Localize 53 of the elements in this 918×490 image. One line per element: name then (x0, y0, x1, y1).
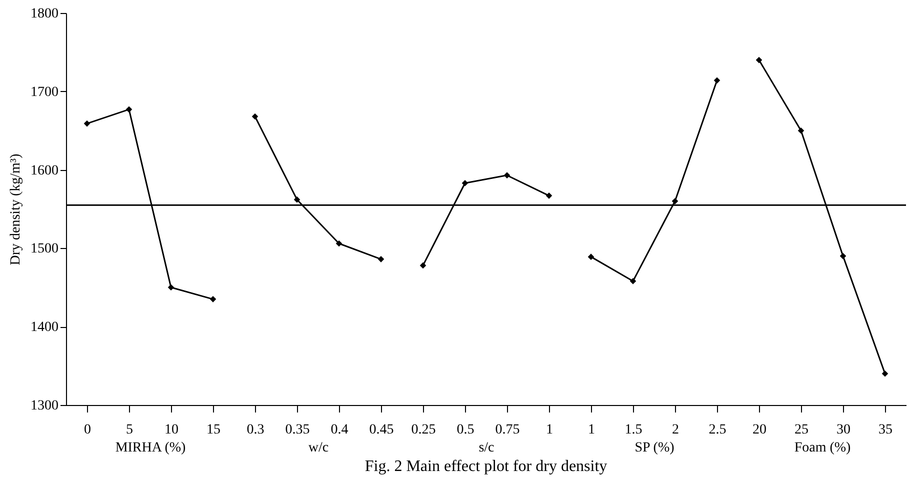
y-tick-label: 1600 (30, 163, 58, 178)
x-axis-title: SP (%) (634, 440, 675, 456)
point (840, 252, 846, 260)
y-tick-label: 1500 (30, 242, 58, 257)
text: Fig. 2 Main effect plot for dry density (364, 458, 608, 475)
y-tick-label: 1400 (30, 320, 58, 336)
y-tick-label: 1800 (30, 6, 58, 22)
x-tick-label: 35 (878, 422, 892, 438)
point (588, 254, 594, 260)
x-tick-label: 0.4 (330, 422, 348, 438)
x-tick-label: 5 (126, 422, 133, 438)
x-tick-label: 0.45 (369, 422, 394, 438)
x-axis-title: Foam (%) (794, 440, 852, 456)
point (84, 120, 90, 127)
point (504, 172, 510, 178)
x-tick-label: 10 (164, 422, 178, 438)
x-tick-label: 0.3 (246, 422, 264, 438)
point (210, 296, 216, 302)
x-tick-label: 0 (84, 422, 91, 438)
x-axis-title: MIRHA (%) (115, 440, 186, 456)
x-axis-title: s/c (478, 440, 494, 456)
point (714, 77, 720, 84)
x-tick-label: 1.5 (624, 422, 642, 438)
y-tick-label: 1700 (30, 84, 58, 100)
y-axis-title: Dry density (kg/m³) (8, 153, 24, 266)
point (672, 198, 678, 204)
x-tick-label: 0.75 (495, 422, 520, 438)
x-axis-title: w/c (308, 440, 329, 456)
y-tick-label: 1300 (30, 398, 58, 414)
point (378, 256, 384, 262)
x-tick-label: 30 (836, 422, 850, 438)
x-tick-label: 0.25 (411, 422, 436, 438)
point (336, 240, 342, 247)
point (546, 192, 552, 199)
x-tick-label: 2.5 (708, 422, 726, 438)
x-tick-label: 0.35 (285, 422, 310, 438)
point (756, 56, 762, 64)
x-tick-label: 25 (794, 422, 808, 438)
point (882, 370, 888, 377)
point (798, 127, 804, 134)
point (294, 196, 300, 203)
point (168, 284, 174, 291)
x-tick-label: 2 (672, 422, 679, 438)
point (126, 106, 132, 113)
x-tick-label: 0.5 (456, 422, 474, 438)
x-tick-label: 1 (546, 422, 553, 438)
x-tick-label: 1 (588, 422, 595, 438)
x-tick-label: 15 (206, 422, 220, 438)
point (630, 278, 636, 284)
point (420, 262, 426, 269)
x-tick-label: 20 (752, 422, 766, 438)
point (462, 180, 468, 186)
point (252, 113, 258, 120)
